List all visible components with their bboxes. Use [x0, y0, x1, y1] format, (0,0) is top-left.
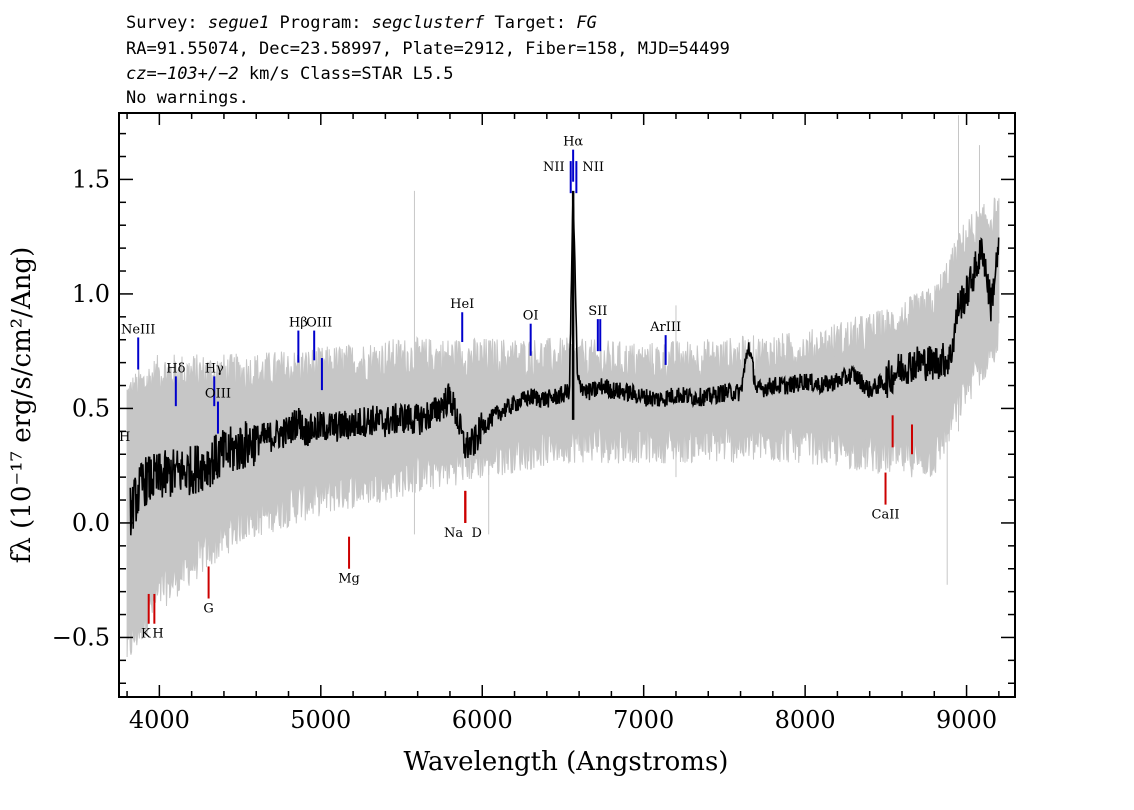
survey-value: segue1: [208, 13, 269, 33]
absorption-line-label: D: [471, 526, 481, 541]
cz-prefix: cz=: [126, 64, 157, 84]
x-tick-label: 7000: [613, 706, 674, 734]
y-tick-label: 1.0: [72, 280, 110, 308]
x-tick-label: 5000: [290, 706, 351, 734]
x-axis-label: Wavelength (Angstroms): [404, 747, 729, 777]
flux-trace: [129, 190, 1000, 536]
x-axis: 4000 5000 6000 7000 8000 9000: [126, 113, 1000, 734]
emission-line-label: HeI: [450, 297, 474, 312]
absorption-line-label: G: [203, 602, 213, 617]
x-tick-label: 6000: [452, 706, 513, 734]
emission-line-label: OIII: [306, 316, 332, 331]
x-tick-label: 4000: [129, 706, 190, 734]
y-tick-label: 0.5: [72, 394, 110, 422]
x-tick-label: 9000: [936, 706, 997, 734]
emission-line-label: OIII: [205, 387, 231, 402]
absorption-line-label: H: [152, 627, 163, 642]
emission-line-label: Hβ: [289, 316, 308, 331]
cz-suffix: km/s Class=STAR L5.5: [239, 64, 454, 84]
absorption-line-label: K: [141, 627, 151, 642]
emission-line-label: ArIII: [649, 320, 681, 335]
y-tick-label: 1.5: [72, 165, 110, 193]
y-axis-label: fλ (10⁻¹⁷ erg/s/cm²/Ang): [7, 247, 37, 563]
program-value: segclusterf: [372, 13, 485, 33]
emission-line-label: Hα: [563, 135, 583, 150]
absorption-line-label: Na: [444, 526, 463, 541]
header-line-3: cz=−103+/−2 km/s Class=STAR L5.5: [126, 64, 454, 84]
emission-line-label: Hδ: [166, 361, 185, 376]
emission-line-label: NeIII: [121, 322, 155, 337]
y-tick-label: −0.5: [52, 623, 110, 651]
emission-line-label: NII: [582, 160, 604, 175]
flux-line: [129, 196, 1000, 536]
plot-frame: [118, 112, 1016, 698]
cz-value: −103+/−2: [157, 64, 239, 84]
header-line-1: Survey: segue1 Program: segclusterf Targ…: [126, 13, 597, 33]
x-tick-label: 8000: [775, 706, 836, 734]
emission-line-label: NII: [543, 160, 565, 175]
header-line-4: No warnings.: [126, 88, 249, 108]
y-tick-label: 0.0: [72, 509, 110, 537]
target-value: FG: [576, 13, 596, 33]
absorption-line-label: Mg: [338, 572, 360, 587]
absorption-line-label: CaII: [872, 508, 900, 523]
emission-line-label: OI: [523, 309, 539, 324]
header-line-2: RA=91.55074, Dec=23.58997, Plate=2912, F…: [126, 39, 730, 59]
survey-prefix: Survey:: [126, 13, 208, 33]
emission-line-label: H: [119, 430, 130, 445]
y-axis: −0.5 0.0 0.5 1.0 1.5: [52, 132, 1015, 685]
program-prefix: Program:: [269, 13, 371, 33]
emission-line-label: SII: [588, 304, 607, 319]
target-prefix: Target:: [484, 13, 576, 33]
emission-line-label: Hγ: [205, 361, 224, 376]
